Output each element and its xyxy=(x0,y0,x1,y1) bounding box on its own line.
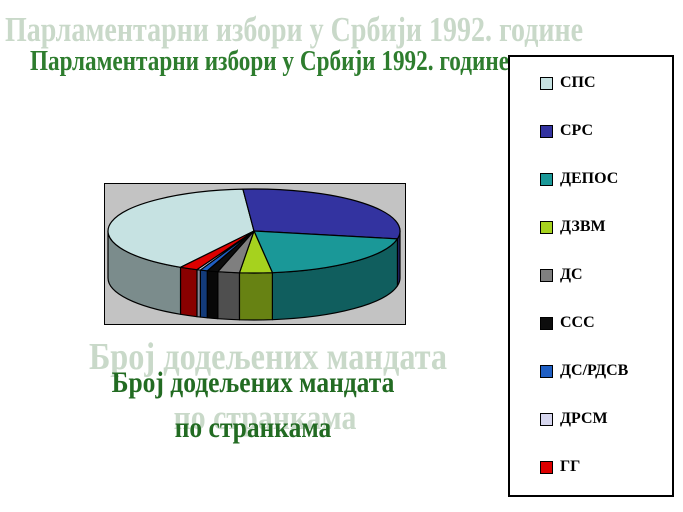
legend-label: ГГ xyxy=(560,458,581,475)
legend-color-swatch xyxy=(540,268,553,282)
legend-item: ГГ xyxy=(540,459,672,475)
pie-3d-svg xyxy=(107,188,401,321)
legend-label: ДЕПОС xyxy=(560,170,619,187)
legend-item: ДЗВМ xyxy=(540,219,672,235)
legend-color-swatch xyxy=(540,124,553,138)
pie-slice-ДЕПОС xyxy=(253,230,399,274)
legend-label: ДРСМ xyxy=(560,410,608,427)
pie-slice-wall-ДС/РДСВ xyxy=(199,269,208,319)
legend-color-swatch xyxy=(540,412,553,426)
legend-label: ССС xyxy=(560,314,595,331)
page-title: Парламентарни избори у Србији 1992. годи… xyxy=(30,45,509,77)
legend-item: ДРСМ xyxy=(540,411,672,427)
pie-slice-wall-ДС xyxy=(217,271,241,321)
legend-item: СРС xyxy=(540,123,672,139)
pie-slice-wall-ДЗВМ xyxy=(238,272,273,321)
chart-legend: СПС СРС ДЕПОС ДЗВМ ДС ССС ДС/РДСВ ДРСМ ГГ xyxy=(508,55,674,497)
pie-slice-СПС xyxy=(107,188,255,268)
legend-item: СПС xyxy=(540,75,672,91)
legend-item: ДС xyxy=(540,267,672,283)
legend-item: ДЕПОС xyxy=(540,171,672,187)
legend-item: ДС/РДСВ xyxy=(540,363,672,379)
pie-slice-СРС xyxy=(242,188,401,240)
legend-color-swatch xyxy=(540,460,553,474)
legend-color-swatch xyxy=(540,76,553,90)
legend-color-swatch xyxy=(540,172,553,186)
pie-slice-ГГ xyxy=(179,230,255,271)
legend-color-swatch xyxy=(540,364,553,378)
legend-label: ДЗВМ xyxy=(560,218,606,235)
legend-color-swatch xyxy=(540,220,553,234)
legend-color-swatch xyxy=(540,316,553,330)
pie-slice-wall-ССС xyxy=(206,270,219,320)
legend-label: ДС xyxy=(560,266,583,283)
title-echo-text: Парламентарни избори у Србији 1992. годи… xyxy=(5,10,584,49)
pie-plot-area xyxy=(104,183,406,325)
legend-label: СПС xyxy=(560,74,596,91)
subtitle-echo-line2: по странкама xyxy=(173,398,357,437)
legend-label: ДС/РДСВ xyxy=(560,362,629,379)
legend-item: ССС xyxy=(540,315,672,331)
pie-slice-wall-ГГ xyxy=(179,266,198,318)
subtitle-line1: Број додељених мандата xyxy=(111,366,395,399)
subtitle-line2: по странкама xyxy=(174,411,332,444)
legend-label: СРС xyxy=(560,122,594,139)
subtitle-echo-line1: Број додељених мандата xyxy=(88,336,448,378)
